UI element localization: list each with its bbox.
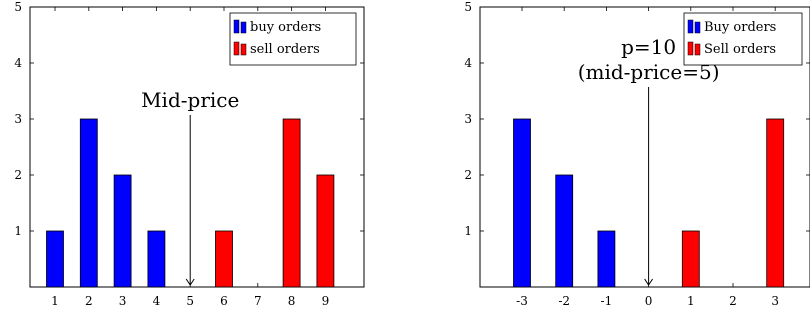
legend-swatch-right xyxy=(694,21,701,34)
x-tick-label: -3 xyxy=(516,294,528,308)
legend-box xyxy=(229,12,357,66)
x-tick-label: 2 xyxy=(729,294,737,308)
sell-bar xyxy=(681,230,700,288)
y-tick-label: 3 xyxy=(14,112,22,126)
x-tick-label: 9 xyxy=(322,294,330,308)
plot-frame xyxy=(29,6,365,288)
y-tick-label: 4 xyxy=(14,56,22,70)
y-tick-label: 3 xyxy=(464,112,472,126)
legend-swatch-left xyxy=(687,19,694,34)
buy-bar xyxy=(79,118,98,288)
x-tick-label: 4 xyxy=(153,294,161,308)
y-tick-label: 1 xyxy=(14,224,22,238)
x-tick-label: -1 xyxy=(601,294,613,308)
chart-left: 1 2 3 4 5 1 2 3 4 5 6 7 8 9 Mid-price buy orders sell or… xyxy=(14,0,365,308)
x-tick-label: 0 xyxy=(645,294,653,308)
mid-price-annotation: Mid-price xyxy=(141,88,239,112)
x-tick-label: 3 xyxy=(771,294,779,308)
sell-bar xyxy=(282,118,301,288)
buy-bar xyxy=(113,174,132,288)
mid-price-arrow-head xyxy=(644,278,654,286)
sell-bar xyxy=(215,230,233,288)
sell-bar xyxy=(316,174,335,288)
x-tick-label: 2 xyxy=(85,294,93,308)
x-tick-label: 7 xyxy=(254,294,262,308)
buy-bar xyxy=(147,230,166,288)
legend-label: Buy orders xyxy=(704,20,776,35)
buy-bar xyxy=(555,174,574,288)
x-tick-label: -2 xyxy=(558,294,570,308)
y-tick-label: 2 xyxy=(14,168,22,182)
legend-swatch-right xyxy=(240,43,247,56)
buy-bar xyxy=(513,118,531,288)
legend-label: sell orders xyxy=(250,42,320,57)
y-tick-label: 5 xyxy=(14,0,22,14)
mid-price-annotation: p=10 xyxy=(621,35,676,59)
x-tick-label: 1 xyxy=(51,294,59,308)
plot-frame xyxy=(479,6,810,288)
mid-price-arrow-head xyxy=(185,278,195,286)
x-tick-label: 3 xyxy=(119,294,127,308)
legend-label: buy orders xyxy=(250,20,321,35)
y-tick-label: 4 xyxy=(464,56,472,70)
x-tick-label: 1 xyxy=(687,294,695,308)
legend-swatch-right xyxy=(694,43,701,56)
y-tick-label: 5 xyxy=(464,0,472,14)
legend-box xyxy=(683,12,803,66)
y-tick-label: 1 xyxy=(464,224,472,238)
legend-swatch-right xyxy=(240,21,247,34)
legend-swatch-left xyxy=(687,41,694,56)
sell-bar xyxy=(766,118,785,288)
x-tick-label: 6 xyxy=(220,294,228,308)
x-tick-label: 5 xyxy=(186,294,194,308)
legend-swatch-left xyxy=(233,19,240,34)
x-tick-label: 8 xyxy=(288,294,296,308)
y-tick-label: 2 xyxy=(464,168,472,182)
legend-label: Sell orders xyxy=(704,42,776,57)
buy-bar xyxy=(597,230,616,288)
buy-bar xyxy=(46,230,64,288)
legend-swatch-left xyxy=(233,41,240,56)
